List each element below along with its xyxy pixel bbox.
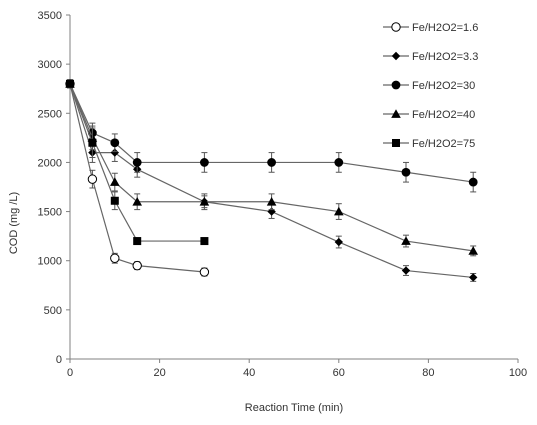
legend-label: Fe/H2O2=40 <box>412 109 475 121</box>
data-point <box>200 158 209 167</box>
x-tick-label: 80 <box>422 367 434 379</box>
y-axis-title: COD (mg /L) <box>8 192 20 254</box>
series-1 <box>65 79 210 277</box>
x-axis-title: Reaction Time (min) <box>245 402 343 414</box>
x-tick-label: 40 <box>243 367 255 379</box>
data-point <box>88 138 97 147</box>
data-point <box>66 79 74 88</box>
y-tick-label: 1000 <box>38 256 62 268</box>
data-point <box>468 246 478 255</box>
data-point <box>87 174 98 184</box>
x-tick-label: 100 <box>509 367 527 379</box>
series-4 <box>65 79 478 257</box>
legend-entry-1: Fe/H2O2=1.6 <box>383 22 478 34</box>
data-point <box>469 273 478 282</box>
legend-entry-2: Fe/H2O2=3.3 <box>383 51 478 63</box>
legend-entry-3: Fe/H2O2=30 <box>383 80 475 92</box>
legend-marker <box>391 22 401 32</box>
x-tick-label: 0 <box>67 367 73 379</box>
data-point <box>468 177 478 187</box>
data-point <box>110 196 119 205</box>
legend-entry-4: Fe/H2O2=40 <box>383 109 475 121</box>
data-point <box>334 237 343 247</box>
legend-marker <box>391 80 401 90</box>
legend-label: Fe/H2O2=3.3 <box>412 51 478 63</box>
legend-entry-5: Fe/H2O2=75 <box>383 138 475 150</box>
y-tick-label: 0 <box>56 354 62 366</box>
series-5 <box>66 79 209 246</box>
data-point <box>133 237 142 246</box>
data-point <box>132 260 142 271</box>
y-tick-label: 2500 <box>38 108 62 120</box>
series-3 <box>65 79 478 193</box>
data-point <box>200 237 209 246</box>
y-tick-label: 2000 <box>38 157 62 169</box>
legend-marker <box>392 139 400 147</box>
data-point <box>401 236 411 245</box>
y-tick-label: 3500 <box>38 10 62 22</box>
y-tick-label: 1500 <box>38 207 62 219</box>
y-tick-label: 500 <box>44 305 62 317</box>
series-layer <box>65 79 478 282</box>
data-point <box>401 266 411 275</box>
data-point <box>199 196 210 206</box>
x-tick-label: 20 <box>153 367 165 379</box>
y-tick-label: 3000 <box>38 59 62 71</box>
data-point <box>199 267 210 277</box>
x-tick-label: 60 <box>333 367 345 379</box>
legend-label: Fe/H2O2=30 <box>412 80 475 92</box>
legend-marker <box>391 51 401 61</box>
data-point <box>110 177 120 186</box>
data-point <box>110 148 119 157</box>
data-point <box>267 158 276 167</box>
data-point <box>110 138 120 148</box>
data-point <box>334 206 344 216</box>
data-point <box>334 158 344 167</box>
axes-layer: 0 500 1000 1500 2000 2500 3000 3500 0 20 40 60 80 100 <box>38 10 528 379</box>
legend-label: Fe/H2O2=75 <box>412 138 475 150</box>
legend: Fe/H2O2=1.6 Fe/H2O2=3.3 Fe/H2O2=30 Fe/H2O2=… <box>383 22 478 150</box>
data-point <box>132 158 142 167</box>
data-point <box>401 167 411 177</box>
data-point <box>266 196 277 206</box>
data-point <box>132 196 142 206</box>
legend-marker <box>391 109 401 118</box>
data-point <box>110 253 120 263</box>
legend-label: Fe/H2O2=1.6 <box>412 22 478 34</box>
